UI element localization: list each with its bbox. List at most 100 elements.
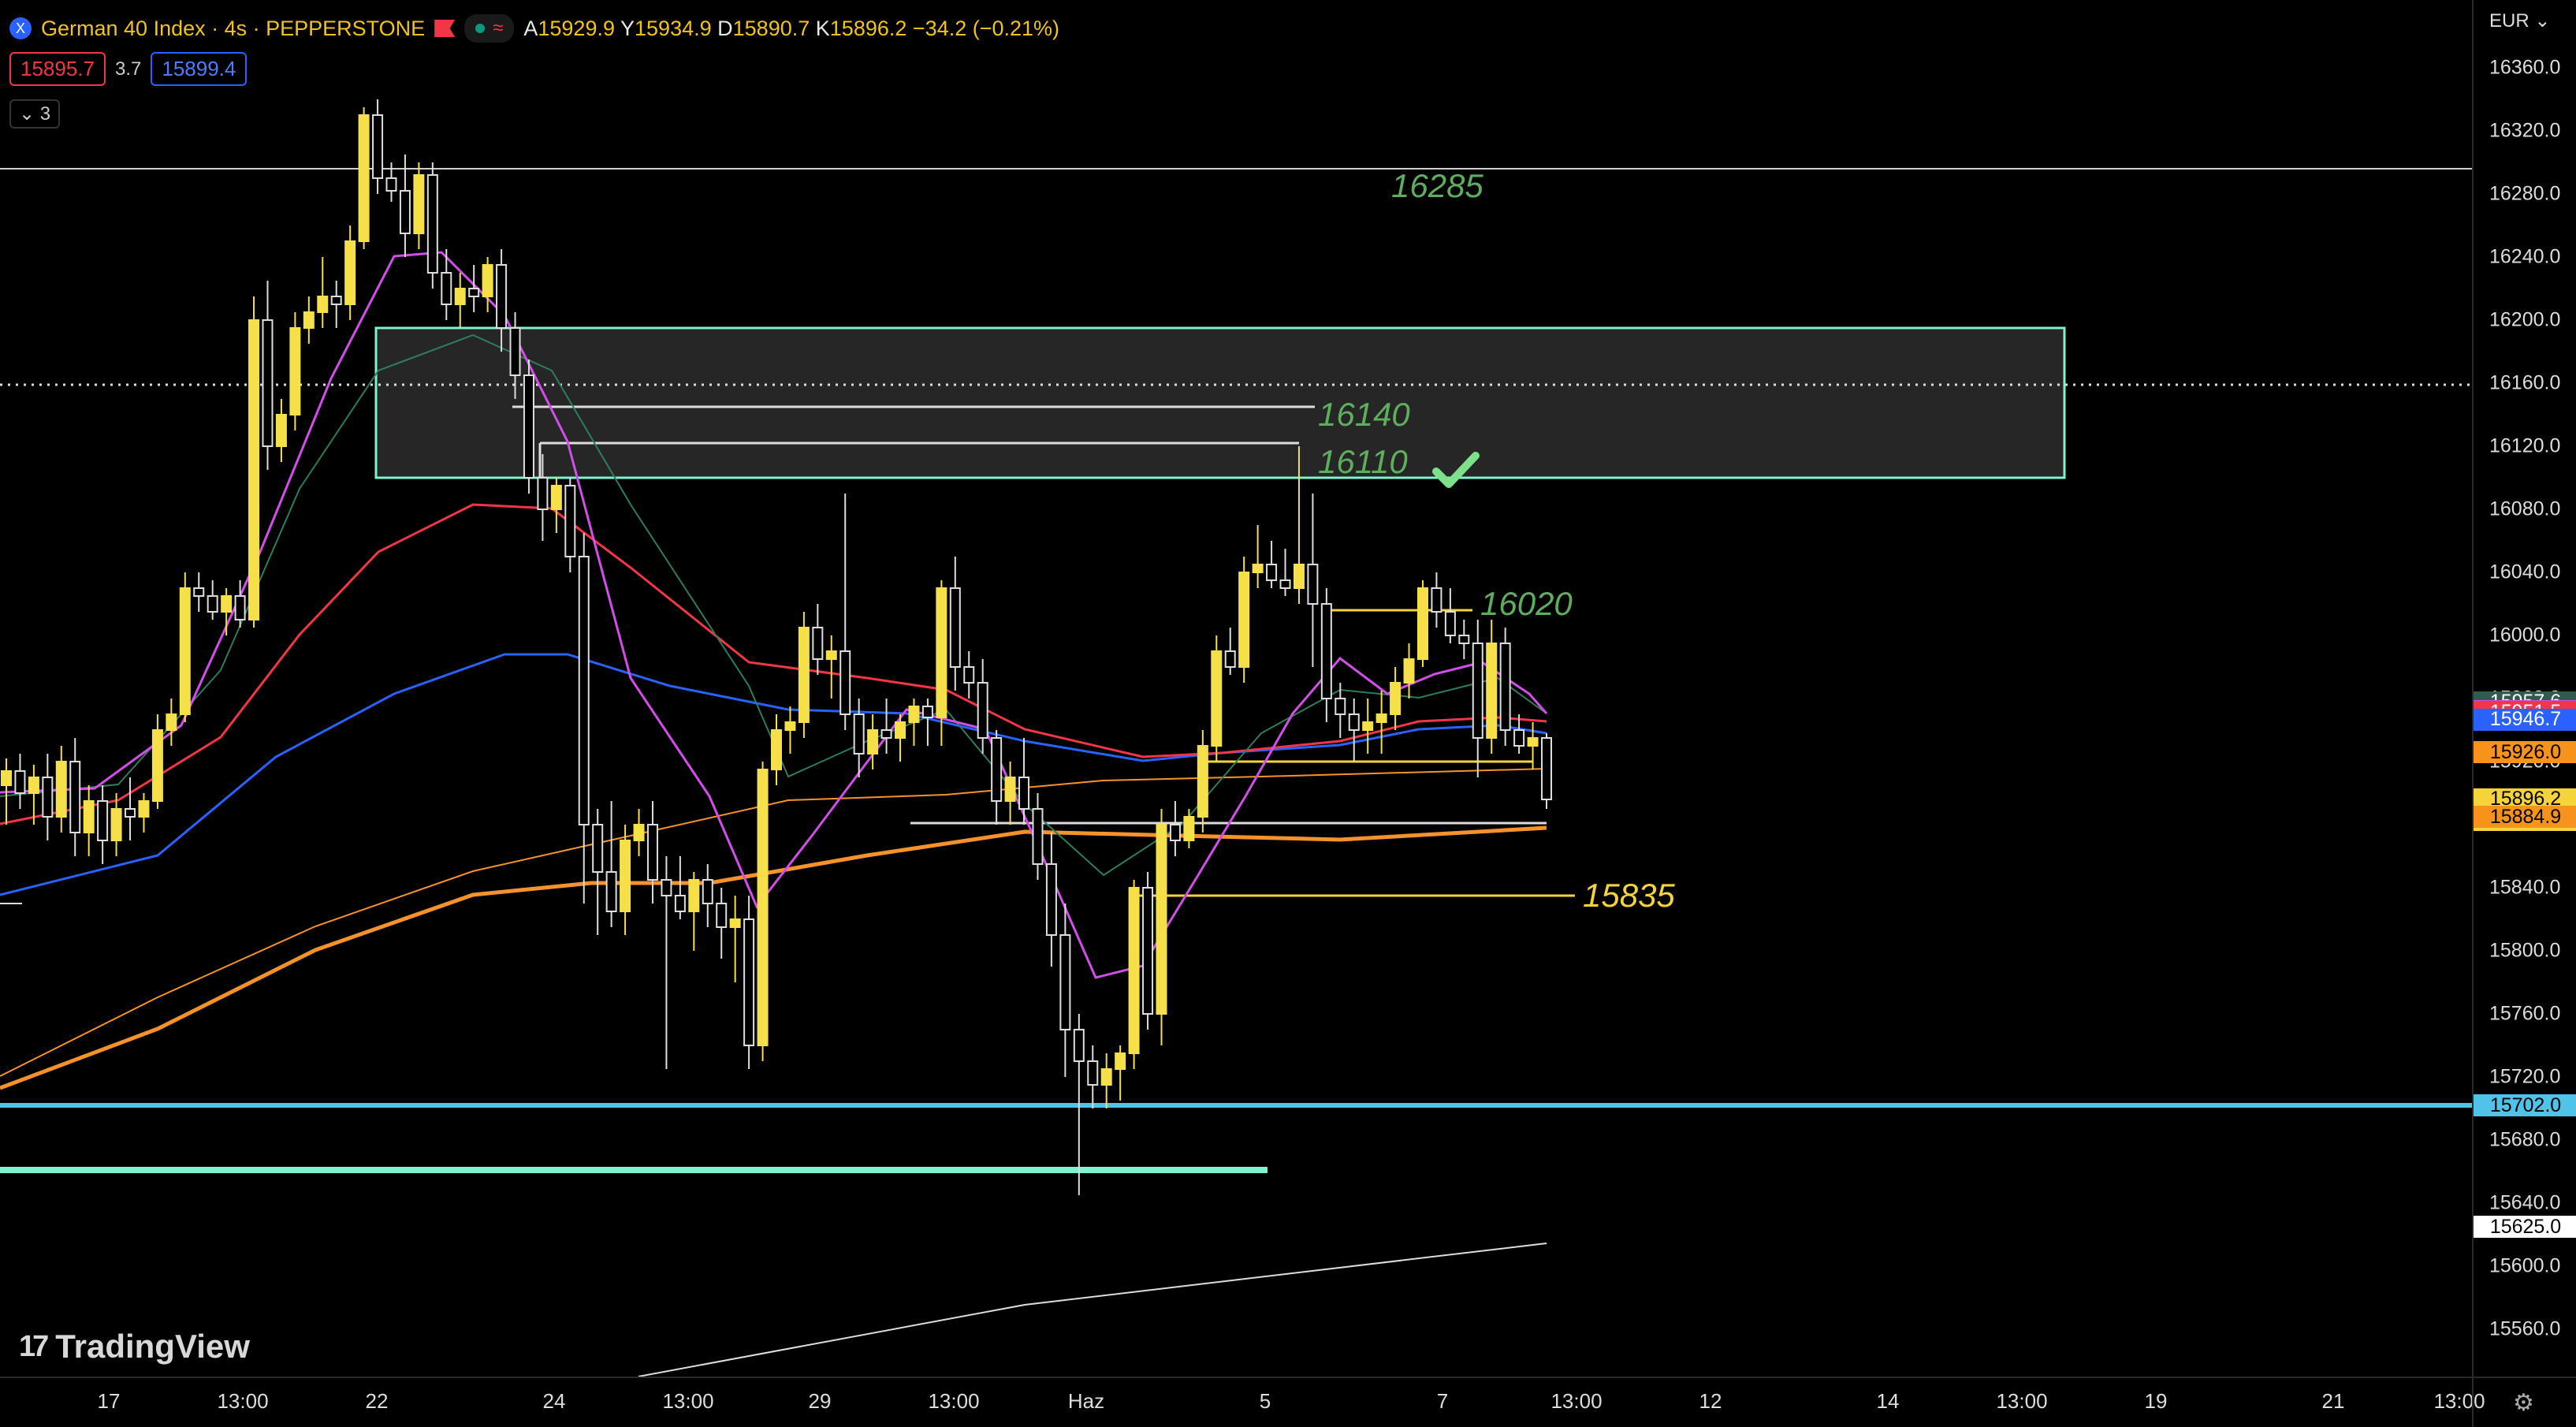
candle-body [839,650,851,715]
candle-body [880,729,892,739]
price-tick: 15640.0 [2489,1191,2561,1214]
price-tick: 16240.0 [2489,245,2561,268]
candle-body [674,895,686,912]
buy-button[interactable]: 15899.4 [151,52,248,86]
open-key: A [523,16,538,40]
candle-body [234,595,246,620]
spread-value: 3.7 [114,58,142,80]
price-tick: 16080.0 [2489,497,2561,520]
price-tick: 16040.0 [2489,561,2561,583]
trade-row: 15895.7 3.7 15899.4 [9,52,248,86]
candle-body [1390,682,1402,715]
candle-body [1100,1068,1112,1086]
candle-body [441,272,452,305]
currency-label: EUR [2489,10,2529,32]
candle-body [1128,887,1140,1054]
brand-name: TradingView [55,1328,250,1365]
indicators-toggle[interactable]: ⌄ 3 [9,99,61,129]
market-status-pill[interactable]: ≈ [464,14,515,43]
candle-body [825,650,837,660]
candle-body [358,114,370,242]
candle-body [688,879,700,912]
symbol-title[interactable]: German 40 Index · 4s · PEPPERSTONE [41,16,426,40]
time-tick: 13:00 [217,1389,269,1413]
candle-body [317,296,329,313]
candle-body [1431,587,1442,613]
candle-body [289,327,301,415]
candle-body [592,824,604,873]
chart-canvas[interactable]: 16285 16140 16110 16020 15835 [0,0,2472,1377]
checkmark-icon [1432,452,1480,488]
candle-body [1115,1053,1126,1070]
candle-body [757,769,769,1046]
ohlc-values: A15929.9 Y15934.9 D15890.7 K15896.2 −34.… [523,17,1059,41]
gear-icon[interactable]: ⚙ [2513,1390,2534,1416]
candle-body [1375,714,1387,723]
tradingview-logo[interactable]: 17 TradingView [19,1328,250,1366]
ema-100-line [0,768,1547,1077]
candle-body [207,595,218,613]
candle-body [702,879,713,904]
candle-body [895,721,906,739]
price-tick: 16000.0 [2489,624,2561,646]
candle-body [138,800,150,818]
candle-body [1307,564,1319,605]
indicators-count: 3 [39,103,51,125]
tradingview-logo-icon: 17 [19,1329,49,1363]
level-annotation: 16020 [1480,585,1573,622]
time-tick: 21 [2321,1389,2345,1413]
candle-body [771,729,782,770]
change-value: −34.2 (−0.21%) [912,16,1060,40]
price-tick: 15760.0 [2489,1002,2561,1025]
candle-body [1362,721,1374,731]
candle-body [853,714,865,754]
price-chart[interactable]: 16285 16140 16110 16020 15835 X German 40 In… [0,0,2472,1377]
close-value: 15896.2 [829,16,907,40]
indicators-row: ⌄ 3 [9,99,61,129]
price-tag: 15926.0 [2474,741,2576,763]
price-tick: 15800.0 [2489,939,2561,962]
time-tick: 24 [542,1389,566,1413]
currency-selector[interactable]: EUR ⌄ [2489,9,2550,32]
axis-corner: ⚙ [2472,1377,2576,1427]
candle-body [921,706,933,718]
candle-body [1320,603,1332,699]
candle-body [1211,650,1223,747]
candle-body [812,627,824,660]
candle-body [83,800,95,833]
level-annotation: 16110 [1318,443,1408,480]
sell-button[interactable]: 15895.7 [9,52,106,86]
candle-body [1266,564,1278,581]
ema-20-line [0,503,1547,825]
ema-5-line [0,251,1548,979]
price-tag: 15884.9 [2474,806,2576,829]
time-axis[interactable]: 17 13:00 22 24 13:00 29 13:00 Haz 5 7 13:00 12 14 13:… [0,1377,2485,1427]
candle-body [385,177,397,192]
candle-body [867,729,879,754]
candle-body [330,296,342,305]
candle-body [1348,714,1360,731]
low-key: D [717,16,733,40]
open-value: 15929.9 [538,16,615,40]
sma-long-line [638,1243,1547,1377]
price-tick: 15600.0 [2489,1254,2561,1277]
flag-icon[interactable] [434,20,456,37]
high-value: 15934.9 [635,16,712,40]
price-tick: 16160.0 [2489,371,2561,394]
time-tick: 13:00 [662,1389,714,1413]
price-axis[interactable]: EUR ⌄ 16360.0 16320.0 16280.0 16240.0 16200.… [2472,0,2576,1425]
candle-body [1004,777,1016,802]
time-tick: 19 [2144,1389,2168,1413]
candle-body [1238,572,1250,668]
candle-body [1224,650,1236,668]
price-tick: 16280.0 [2489,182,2561,205]
close-key: K [815,16,830,40]
symbol-icon[interactable]: X [9,17,32,39]
candle-body [977,682,988,739]
candle-body [399,190,411,234]
chevron-down-icon: ⌄ [2534,10,2551,32]
chevron-down-icon: ⌄ [19,103,35,125]
price-tick: 15680.0 [2489,1128,2561,1151]
time-tick: Haz [1067,1389,1105,1413]
candle-body [1293,564,1305,589]
